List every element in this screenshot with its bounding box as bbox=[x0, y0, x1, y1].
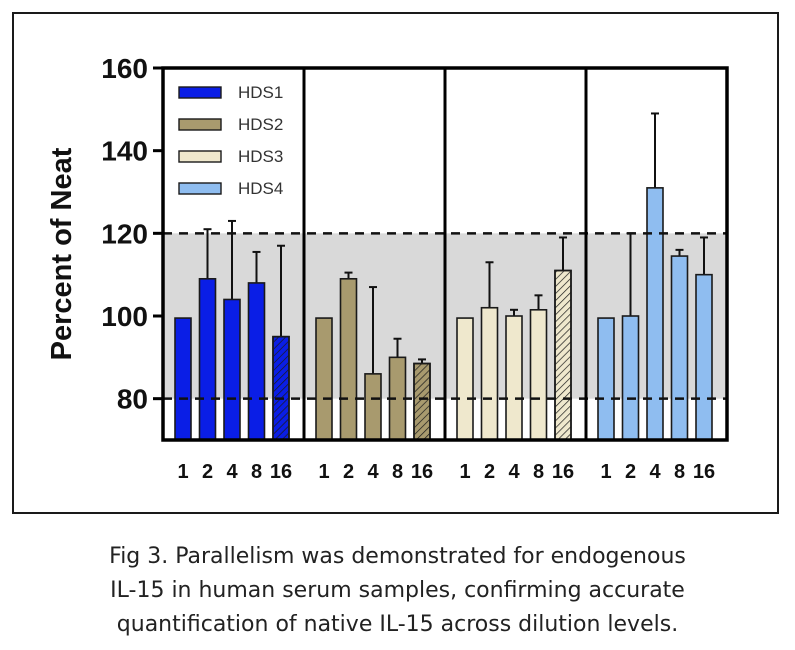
x-tick-label: 16 bbox=[552, 461, 574, 483]
bar-hds2-1 bbox=[315, 317, 333, 441]
x-tick-label: 4 bbox=[508, 461, 520, 483]
legend-swatch-hds3 bbox=[178, 150, 222, 163]
bar-hds1-4 bbox=[223, 298, 241, 441]
bar-hds2-4 bbox=[364, 373, 382, 441]
bar-hds1-2 bbox=[198, 277, 217, 441]
bar-hds2-2 bbox=[339, 277, 358, 441]
bar-hds3-4 bbox=[505, 315, 523, 441]
bar-hatch-overlay bbox=[272, 335, 290, 441]
x-tick-label: 16 bbox=[270, 461, 292, 483]
bar-hds4-1 bbox=[597, 317, 615, 441]
x-tick-label: 8 bbox=[674, 461, 685, 483]
x-tick-label: 8 bbox=[533, 461, 544, 483]
x-tick-label: 2 bbox=[484, 461, 495, 483]
x-tick-label: 1 bbox=[177, 461, 188, 483]
caption-line-2: IL-15 in human serum samples, confirming… bbox=[110, 578, 685, 603]
x-tick-label: 1 bbox=[318, 461, 329, 483]
x-tick-label: 8 bbox=[392, 461, 403, 483]
legend-label-hds4: HDS4 bbox=[238, 179, 283, 198]
y-tick-label: 160 bbox=[101, 53, 148, 84]
x-tick-label: 4 bbox=[367, 461, 379, 483]
bar-hds4-16 bbox=[695, 273, 713, 441]
caption-line-1: Fig 3. Parallelism was demonstrated for … bbox=[109, 544, 686, 569]
legend-label-hds1: HDS1 bbox=[238, 83, 283, 102]
x-tick-label: 2 bbox=[625, 461, 636, 483]
y-tick-label: 140 bbox=[101, 136, 148, 167]
x-tick-label: 2 bbox=[343, 461, 354, 483]
x-tick-label: 1 bbox=[459, 461, 470, 483]
bar-hds1-8 bbox=[247, 282, 266, 441]
bar-hds4-8 bbox=[670, 255, 689, 441]
plot-frame bbox=[161, 66, 729, 442]
bar-hatch-overlay bbox=[554, 269, 572, 441]
legend-swatch-hds1 bbox=[178, 86, 222, 99]
x-tick-label: 16 bbox=[693, 461, 715, 483]
x-tick-label: 8 bbox=[251, 461, 262, 483]
x-tick-label: 4 bbox=[226, 461, 238, 483]
legend-label-hds2: HDS2 bbox=[238, 115, 283, 134]
bar-hds4-2 bbox=[621, 315, 640, 441]
x-tick-label: 2 bbox=[202, 461, 213, 483]
y-axis-title: Percent of Neat bbox=[46, 147, 78, 360]
y-tick-label: 120 bbox=[101, 218, 148, 249]
x-tick-label: 4 bbox=[649, 461, 661, 483]
y-tick-label: 80 bbox=[117, 384, 148, 415]
x-tick-label: 1 bbox=[600, 461, 611, 483]
legend-swatch-hds2 bbox=[178, 118, 222, 131]
y-tick-label: 100 bbox=[101, 301, 148, 332]
figure-caption: Fig 3. Parallelism was demonstrated for … bbox=[0, 540, 795, 642]
bar-hds3-2 bbox=[480, 306, 499, 441]
bar-hds3-1 bbox=[456, 317, 474, 441]
x-tick-label: 16 bbox=[411, 461, 433, 483]
legend-label-hds3: HDS3 bbox=[238, 147, 283, 166]
bar-hds3-8 bbox=[529, 308, 548, 441]
bar-hds1-1 bbox=[174, 317, 192, 441]
bar-hatch-overlay bbox=[413, 362, 431, 441]
legend-swatch-hds4 bbox=[178, 182, 222, 195]
bar-hds4-4 bbox=[646, 187, 664, 441]
caption-line-3: quantification of native IL-15 across di… bbox=[116, 612, 679, 637]
